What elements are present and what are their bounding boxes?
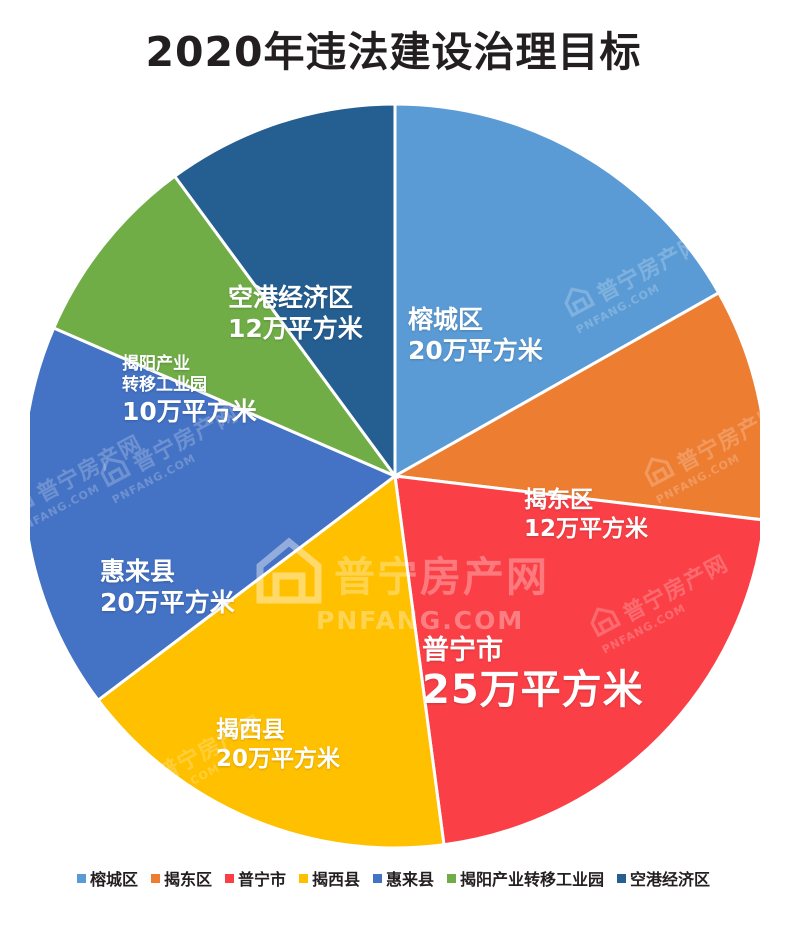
pie-slice[interactable] [30,326,398,703]
legend-item[interactable]: 普宁市 [224,866,286,890]
pie-slice-group [30,102,760,850]
pie-slice[interactable] [393,102,721,479]
legend-label: 揭阳产业转移工业园 [460,870,605,889]
pie-chart: 榕城区 20万平方米 揭东区 12万平方米 普宁市 25万平方米 揭西县 20万… [0,96,787,856]
legend-swatch-icon [76,873,86,883]
chart-legend: 榕城区 揭东区 普宁市 揭西县 惠来县 揭阳产业转移工业园 空港经济区 [0,866,787,890]
legend-label: 惠来县 [386,870,435,889]
legend-swatch-icon [224,873,234,883]
legend-item[interactable]: 榕城区 [76,866,138,890]
legend-swatch-icon [447,873,457,883]
pie-chart-svg [30,102,760,850]
pie-slice[interactable] [390,290,760,522]
pie-slice[interactable] [172,102,397,481]
legend-swatch-icon [298,873,308,883]
legend-label: 榕城区 [89,870,138,889]
pie-slice[interactable] [96,473,446,850]
legend-label: 普宁市 [237,870,286,889]
legend-item[interactable]: 揭西县 [298,866,360,890]
legend-label: 揭西县 [311,870,360,889]
legend-item[interactable]: 惠来县 [373,866,434,890]
legend-item[interactable]: 揭阳产业转移工业园 [447,866,604,890]
pie-slice[interactable] [51,174,400,480]
legend-item[interactable]: 空港经济区 [617,866,710,890]
legend-label: 揭东区 [163,870,212,889]
pie-slice[interactable] [393,474,760,847]
legend-label: 空港经济区 [630,870,711,889]
legend-swatch-icon [617,873,627,883]
legend-swatch-icon [373,873,382,883]
page-title: 2020年违法建设治理目标 [145,28,642,76]
legend-swatch-icon [150,873,160,883]
legend-item[interactable]: 揭东区 [150,866,212,890]
